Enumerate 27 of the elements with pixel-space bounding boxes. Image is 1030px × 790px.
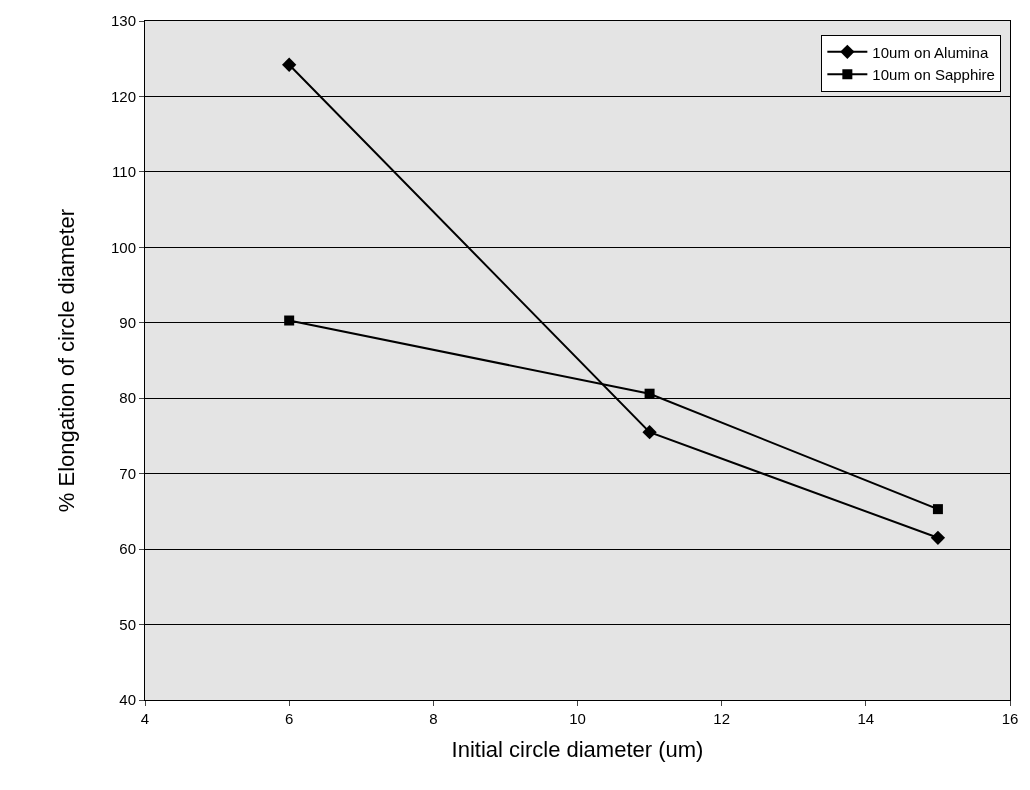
y-tick-label: 70	[119, 464, 136, 482]
y-tick-label: 80	[119, 389, 136, 407]
y-tick-label: 120	[110, 87, 136, 105]
x-tick-label: 12	[713, 710, 731, 727]
legend-label: 10um on Sapphire	[872, 66, 995, 84]
point	[644, 388, 655, 399]
y-tick-label: 110	[112, 163, 136, 181]
x-tick-label: 4	[140, 710, 150, 727]
point	[932, 504, 943, 515]
y-tick-label: 50	[119, 615, 136, 633]
x-tick-label: 6	[285, 710, 294, 727]
x-tick-label: 10	[569, 710, 586, 727]
x-tick-label: 16	[1001, 710, 1019, 727]
y-tick-label: 100	[110, 238, 136, 256]
x-axis-title: Initial circle diameter (um)	[451, 736, 704, 762]
x-tick-label: 14	[857, 710, 875, 727]
y-tick-label: 130	[110, 12, 136, 30]
y-tick-label: 60	[119, 540, 136, 558]
point	[282, 57, 297, 72]
point	[642, 425, 657, 440]
point	[284, 315, 295, 326]
y-tick-label: 90	[119, 314, 136, 332]
y-tick-label: 40	[119, 691, 136, 709]
x-tick-label: 8	[429, 710, 438, 727]
y-axis-title: % Elongation of circle diameter	[53, 208, 79, 513]
legend-label: 10um on Alumina	[872, 43, 989, 61]
point	[930, 530, 946, 545]
